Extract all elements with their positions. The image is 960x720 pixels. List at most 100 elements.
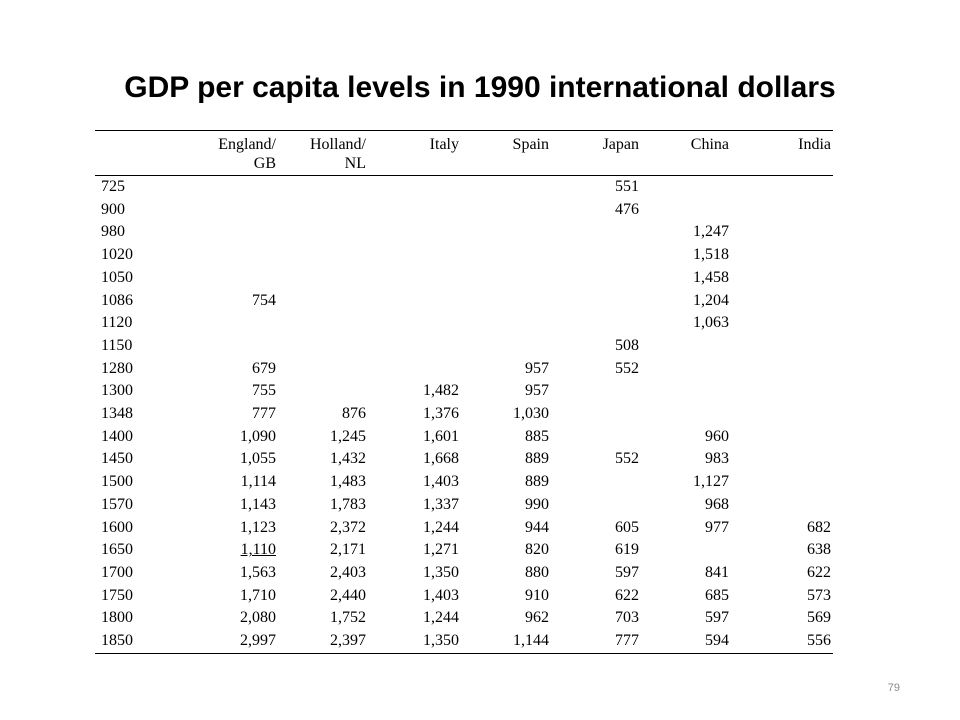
gdp-cell: 1,403	[423, 473, 459, 491]
gdp-cell: 885	[525, 427, 549, 445]
gdp-cell	[731, 176, 833, 199]
gdp-cell	[175, 221, 278, 244]
year-cell: 1020	[101, 246, 133, 264]
gdp-cell	[461, 312, 551, 335]
gdp-cell	[551, 426, 641, 449]
gdp-cell	[368, 244, 461, 267]
gdp-cell: 1,271	[423, 541, 459, 559]
gdp-cell: 754	[252, 291, 276, 309]
gdp-cell	[731, 312, 833, 335]
table-row: 725 551	[95, 176, 833, 199]
gdp-cell: 2,403	[330, 563, 366, 581]
gdp-cell: 2,080	[240, 609, 276, 627]
gdp-cell: 876	[342, 405, 366, 423]
column-header-subline	[731, 154, 833, 176]
gdp-cell	[551, 471, 641, 494]
gdp-cell: 1,244	[423, 518, 459, 536]
gdp-cell	[175, 267, 278, 290]
gdp-cell	[641, 403, 731, 426]
gdp-cell	[175, 176, 278, 199]
gdp-cell	[461, 335, 551, 358]
year-cell: 725	[101, 178, 125, 195]
table-row: 1020 1,518	[95, 244, 833, 267]
gdp-cell: 682	[807, 518, 831, 536]
gdp-cell	[731, 448, 833, 471]
gdp-cell	[461, 176, 551, 199]
gdp-cell: 1,350	[423, 563, 459, 581]
gdp-cell: 820	[525, 541, 549, 559]
gdp-cell: 1,601	[423, 427, 459, 445]
gdp-cell	[278, 244, 368, 267]
table-row: 1800 2,080 1,752 1,244 962 703 597 569	[95, 607, 833, 630]
gdp-cell: 1,114	[240, 473, 276, 491]
gdp-cell: 552	[615, 450, 639, 468]
gdp-cell: 1,055	[240, 450, 276, 468]
gdp-cell: 777	[252, 405, 276, 423]
table-row: 1348 777 876 1,376 1,030	[95, 403, 833, 426]
gdp-cell	[551, 244, 641, 267]
gdp-cell: 990	[525, 495, 549, 513]
table-header-row: England/Holland/Italy Spain Japan China Indi…	[95, 130, 833, 154]
table-row: 1300 755 1,482 957	[95, 380, 833, 403]
year-cell: 1120	[101, 314, 133, 332]
gdp-cell: 594	[641, 630, 731, 654]
column-header: Holland/	[278, 130, 368, 154]
gdp-cell	[731, 290, 833, 313]
year-cell: 1300	[101, 382, 133, 400]
column-header-subline	[641, 154, 731, 176]
year-cell: 900	[101, 200, 125, 218]
year-cell: 1280	[101, 359, 133, 377]
gdp-cell: 638	[807, 541, 831, 559]
gdp-cell: 2,171	[330, 541, 366, 559]
gdp-cell: 685	[705, 586, 729, 604]
table-row: 1700 1,563 2,403 1,350 880 597 841 622	[95, 562, 833, 585]
gdp-cell	[731, 426, 833, 449]
gdp-cell: 1,337	[423, 495, 459, 513]
year-cell: 1600	[101, 518, 133, 536]
gdp-cell	[175, 199, 278, 222]
column-header-subline	[368, 154, 461, 176]
gdp-cell: 2,397	[278, 630, 368, 654]
gdp-cell: 1,483	[330, 473, 366, 491]
slide-number: 79	[887, 682, 900, 694]
gdp-cell: 957	[525, 382, 549, 400]
year-cell: 1450	[101, 450, 133, 468]
year-cell: 1086	[101, 291, 133, 309]
gdp-cell	[461, 267, 551, 290]
gdp-cell: 960	[705, 427, 729, 445]
table-row: 1500 1,114 1,483 1,403 889 1,127	[95, 471, 833, 494]
gdp-cell	[731, 267, 833, 290]
table-header-row: GB NL	[95, 154, 833, 176]
gdp-cell: 1,063	[693, 314, 729, 332]
table-row: 1750 1,710 2,440 1,403 910 622 685 573	[95, 585, 833, 608]
year-cell: 1500	[101, 473, 133, 491]
gdp-cell: 983	[705, 450, 729, 468]
gdp-cell: 880	[525, 563, 549, 581]
gdp-cell: 1,245	[330, 427, 366, 445]
gdp-cell: 552	[615, 359, 639, 377]
gdp-cell	[731, 335, 833, 358]
gdp-cell: 1,350	[368, 630, 461, 654]
year-cell: 1850	[95, 630, 175, 654]
gdp-cell: 597	[705, 609, 729, 627]
column-header-subline	[95, 154, 175, 176]
gdp-cell	[461, 199, 551, 222]
gdp-cell: 755	[252, 382, 276, 400]
gdp-cell: 977	[705, 518, 729, 536]
gdp-cell: 1,403	[423, 586, 459, 604]
gdp-cell	[461, 244, 551, 267]
gdp-cell: 1,247	[693, 223, 729, 241]
gdp-cell: 622	[807, 563, 831, 581]
gdp-cell: 1,110	[240, 541, 276, 559]
gdp-cell	[368, 176, 461, 199]
gdp-cell: 2,372	[330, 518, 366, 536]
gdp-cell: 889	[525, 450, 549, 468]
gdp-cell: 569	[807, 609, 831, 627]
gdp-cell	[368, 358, 461, 381]
gdp-cell	[731, 221, 833, 244]
gdp-cell: 556	[731, 630, 833, 654]
gdp-cell	[278, 176, 368, 199]
gdp-cell	[278, 290, 368, 313]
year-cell: 980	[101, 223, 125, 241]
year-cell: 1050	[101, 268, 133, 286]
